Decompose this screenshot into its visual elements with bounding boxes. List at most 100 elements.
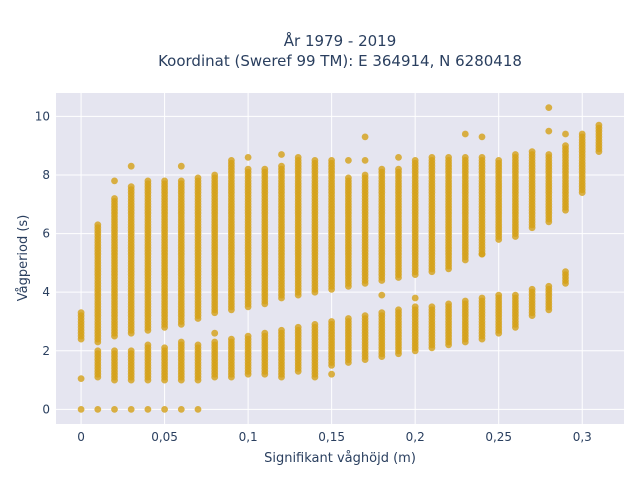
- data-point: [395, 154, 402, 161]
- data-point: [361, 133, 369, 141]
- data-point: [177, 162, 185, 170]
- x-tick-label: 0,3: [573, 430, 592, 444]
- data-point: [127, 183, 135, 191]
- data-point: [495, 291, 503, 299]
- chart-title-line-2: Koordinat (Sweref 99 TM): E 364914, N 62…: [158, 52, 522, 70]
- x-axis-ticks: 0 0,05 0,1 0,15 0,2 0,25 0,3: [77, 430, 592, 444]
- data-point: [77, 309, 85, 317]
- data-point: [345, 157, 352, 164]
- data-point: [177, 406, 185, 413]
- x-tick-label: 0: [77, 430, 85, 444]
- data-point: [345, 174, 352, 182]
- data-point: [378, 309, 386, 317]
- data-point: [94, 347, 102, 355]
- data-point: [411, 157, 419, 164]
- data-point: [94, 221, 102, 229]
- data-point: [244, 154, 252, 161]
- data-point: [311, 157, 319, 164]
- data-point: [144, 406, 152, 413]
- data-point: [127, 347, 135, 355]
- data-point: [177, 177, 185, 185]
- data-point: [244, 165, 252, 173]
- data-point: [278, 151, 285, 158]
- data-point: [428, 303, 436, 311]
- y-tick-label: 4: [42, 285, 50, 299]
- data-point: [111, 406, 118, 413]
- data-point: [211, 171, 219, 179]
- data-point: [77, 375, 85, 382]
- plot-area: [56, 93, 624, 424]
- y-axis-ticks: 0 2 4 6 8 10: [35, 109, 50, 416]
- y-tick-label: 8: [42, 168, 50, 182]
- data-point: [211, 338, 219, 346]
- data-point: [395, 165, 402, 173]
- data-point: [545, 282, 553, 290]
- data-point: [161, 177, 169, 185]
- data-point: [144, 341, 152, 349]
- data-point: [194, 341, 202, 349]
- data-point: [111, 177, 118, 185]
- data-point: [478, 294, 486, 302]
- y-tick-label: 6: [42, 227, 50, 241]
- data-point: [278, 326, 285, 334]
- data-point: [278, 162, 285, 170]
- data-point: [328, 318, 335, 325]
- data-points: [77, 104, 603, 413]
- x-tick-label: 0,2: [406, 430, 425, 444]
- data-point: [461, 154, 469, 161]
- data-point: [545, 151, 553, 158]
- data-point: [228, 157, 235, 164]
- data-point: [261, 329, 269, 337]
- data-point: [127, 406, 135, 413]
- data-point: [595, 121, 603, 129]
- data-point: [144, 177, 152, 185]
- data-point: [177, 338, 185, 346]
- data-point: [528, 285, 536, 293]
- data-point: [194, 174, 202, 182]
- data-point: [578, 130, 586, 138]
- data-point: [411, 294, 419, 302]
- data-point: [562, 268, 569, 276]
- data-point: [278, 373, 285, 381]
- data-point: [194, 406, 202, 413]
- data-point: [361, 312, 369, 319]
- data-point: [328, 370, 335, 378]
- data-point: [94, 406, 102, 413]
- data-point: [311, 373, 319, 381]
- data-point: [361, 171, 369, 179]
- data-point: [512, 291, 519, 299]
- data-point: [294, 323, 302, 331]
- data-point: [378, 165, 386, 173]
- data-point: [445, 300, 452, 308]
- data-point: [127, 162, 135, 170]
- data-point: [478, 133, 486, 141]
- data-point: [328, 157, 335, 164]
- data-point: [478, 250, 486, 258]
- data-point: [545, 104, 553, 111]
- data-point: [211, 329, 219, 337]
- data-point: [428, 154, 436, 161]
- data-point: [311, 321, 319, 328]
- data-point: [161, 344, 169, 352]
- data-point: [411, 303, 419, 311]
- data-point: [395, 306, 402, 314]
- data-point: [478, 154, 486, 161]
- x-tick-label: 0,15: [318, 430, 345, 444]
- data-point: [161, 406, 169, 413]
- data-point: [461, 297, 469, 305]
- x-tick-label: 0,05: [151, 430, 178, 444]
- y-tick-label: 10: [35, 109, 50, 123]
- data-point: [545, 127, 553, 135]
- data-point: [378, 291, 386, 299]
- data-point: [512, 151, 519, 158]
- data-point: [345, 315, 352, 322]
- y-tick-label: 2: [42, 344, 50, 358]
- x-axis-title: Signifikant våghöjd (m): [264, 451, 416, 466]
- chart-title-line-1: År 1979 - 2019: [284, 31, 397, 50]
- y-tick-label: 0: [42, 402, 50, 416]
- data-point: [562, 130, 569, 138]
- data-point: [461, 130, 469, 138]
- x-tick-label: 0,1: [239, 430, 258, 444]
- data-point: [495, 157, 503, 164]
